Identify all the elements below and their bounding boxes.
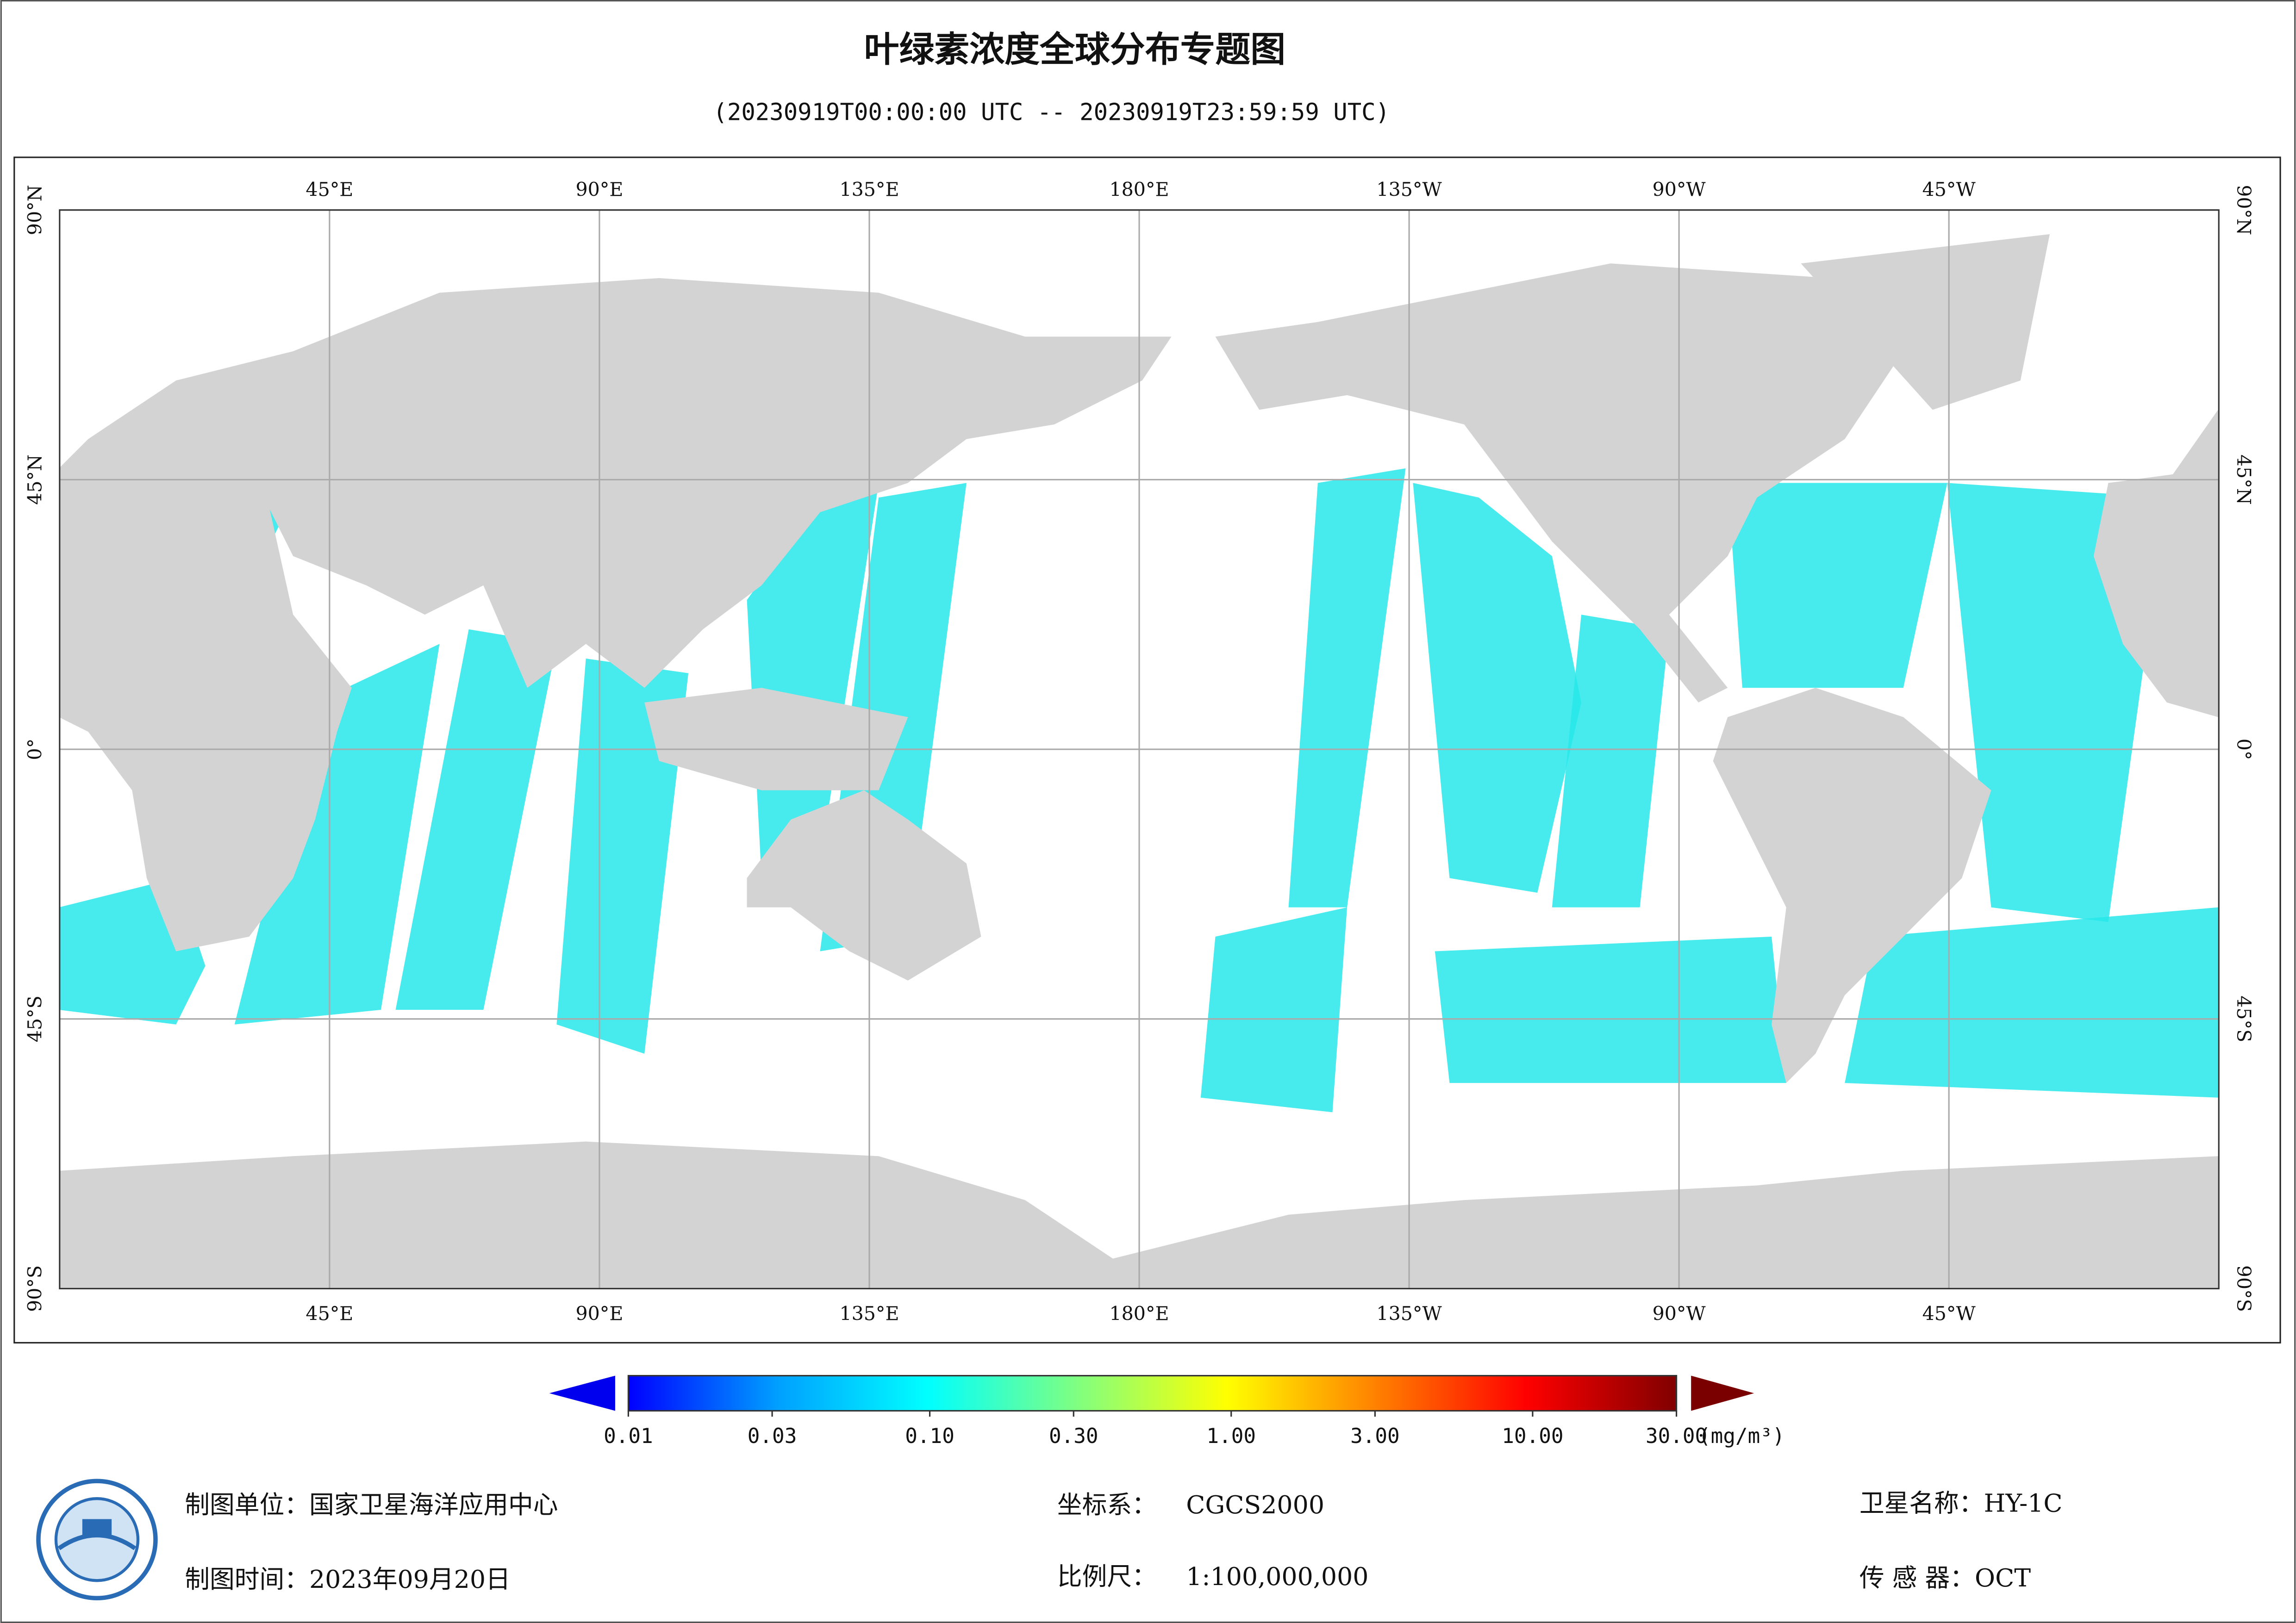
- lat-label-right: 0°: [2233, 739, 2255, 760]
- map-frame: [13, 156, 2281, 1343]
- lon-label-bottom: 45°E: [306, 1302, 353, 1325]
- footer-scale: 1:100,000,000: [1186, 1562, 1368, 1591]
- subtitle: (20230919T00:00:00 UTC -- 20230919T23:59…: [713, 98, 1390, 125]
- lon-label-top: 45°E: [306, 179, 353, 201]
- lon-label-top: 180°E: [1110, 179, 1169, 201]
- lat-label-right: 45°S: [2233, 995, 2255, 1042]
- lat-label-left: 45°N: [24, 454, 46, 505]
- lat-label-right: 90°S: [2233, 1265, 2255, 1312]
- colorbar-tick-label: 3.00: [1350, 1424, 1400, 1448]
- lon-label-top: 90°W: [1653, 179, 1706, 201]
- footer-satellite: 卫星名称：HY-1C: [1859, 1489, 2063, 1518]
- logo: [36, 1479, 158, 1600]
- colorbar-low-arrow: [549, 1375, 615, 1411]
- lon-label-bottom: 135°W: [1376, 1302, 1442, 1325]
- map-border: [59, 209, 2220, 1289]
- colorbar-unit: (mg/m³): [1698, 1424, 1785, 1448]
- lon-label-bottom: 90°E: [575, 1302, 623, 1325]
- colorbar-tick-label: 0.10: [905, 1424, 955, 1448]
- lon-label-top: 135°E: [839, 179, 899, 201]
- lon-label-bottom: 180°E: [1110, 1302, 1169, 1325]
- colorbar-tick-label: 0.01: [604, 1424, 653, 1448]
- colorbar-tick-label: 0.30: [1049, 1424, 1098, 1448]
- lon-label-bottom: 135°E: [839, 1302, 899, 1325]
- lon-label-top: 90°E: [575, 179, 623, 201]
- lat-label-left: 0°: [24, 739, 46, 760]
- colorbar-tick-label: 1.00: [1206, 1424, 1256, 1448]
- ocean-swaths: [59, 468, 2218, 1113]
- lon-label-bottom: 45°W: [1922, 1302, 1976, 1325]
- lon-label-top: 45°W: [1922, 179, 1976, 201]
- lat-label-left: 45°S: [24, 995, 46, 1042]
- lat-label-left: 90°S: [24, 1265, 46, 1312]
- colorbar: [627, 1374, 1678, 1412]
- title: 叶绿素浓度全球分布专题图: [864, 29, 1286, 70]
- land: [59, 234, 2218, 1288]
- lat-label-right: 90°N: [2233, 185, 2255, 235]
- lat-label-right: 45°N: [2233, 454, 2255, 505]
- lat-label-left: 90°N: [24, 185, 46, 235]
- colorbar-tick-label: 30.00: [1646, 1424, 1707, 1448]
- lon-label-bottom: 90°W: [1653, 1302, 1706, 1325]
- map: [59, 209, 2218, 1288]
- colorbar-high-arrow: [1691, 1375, 1754, 1411]
- footer-crs-label: 坐标系：: [1057, 1490, 1157, 1519]
- footer-date: 制图时间：2023年09月20日: [185, 1565, 511, 1594]
- footer-crs: CGCS2000: [1186, 1490, 1324, 1519]
- footer-sensor: 传 感 器：OCT: [1859, 1563, 2031, 1592]
- footer-unit: 制图单位：国家卫星海洋应用中心: [185, 1490, 558, 1519]
- footer-scale-label: 比例尺：: [1057, 1562, 1157, 1591]
- colorbar-tick-label: 10.00: [1502, 1424, 1563, 1448]
- lon-label-top: 135°W: [1376, 179, 1442, 201]
- colorbar-tick-label: 0.03: [748, 1424, 797, 1448]
